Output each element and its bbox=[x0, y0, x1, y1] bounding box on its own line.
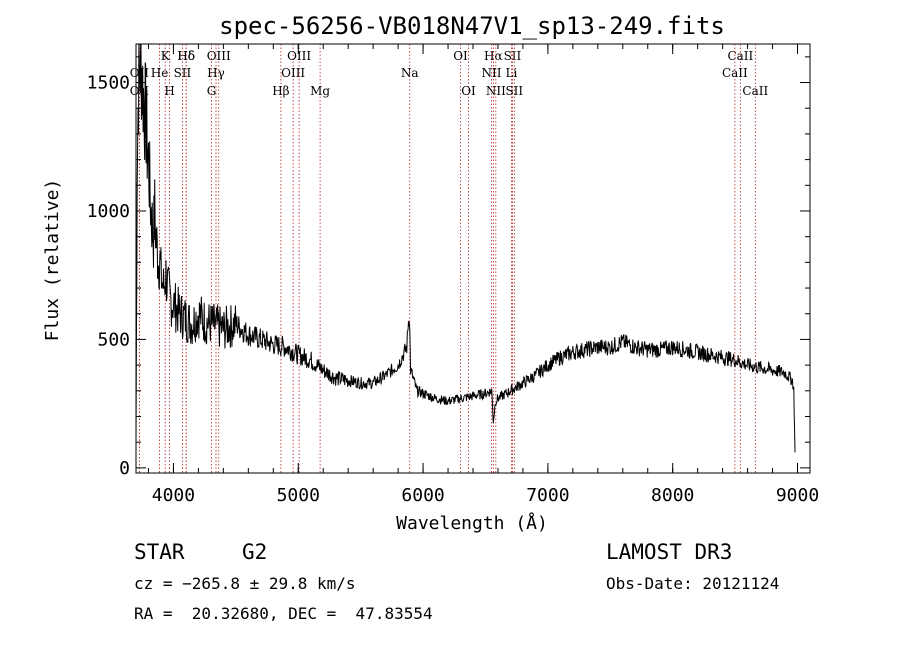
obs-date: Obs-Date: 20121124 bbox=[606, 574, 780, 593]
x-tick-label: 6000 bbox=[401, 485, 444, 506]
line-marker-label: Hγ bbox=[207, 66, 225, 80]
y-tick-label: 0 bbox=[119, 458, 130, 479]
x-tick-label: 7000 bbox=[526, 485, 569, 506]
line-marker-label: NII bbox=[481, 66, 501, 80]
x-tick-label: 4000 bbox=[152, 485, 195, 506]
line-marker-label: CaII bbox=[727, 49, 753, 63]
y-tick-label: 1000 bbox=[87, 201, 130, 222]
line-marker-label: K bbox=[161, 49, 171, 63]
coordinates: RA = 20.32680, DEC = 47.83554 bbox=[134, 604, 433, 623]
x-axis-label: Wavelength (Å) bbox=[396, 512, 548, 534]
subclass: G2 bbox=[242, 540, 268, 564]
y-tick-label: 1500 bbox=[87, 73, 130, 94]
line-marker-label: OIII bbox=[207, 49, 231, 63]
line-marker-label: Mg bbox=[310, 84, 330, 98]
line-marker-label: H bbox=[164, 84, 174, 98]
x-tick-label: 5000 bbox=[277, 485, 320, 506]
line-marker-label: SII bbox=[174, 66, 192, 80]
plot-frame bbox=[135, 43, 811, 474]
line-marker-label: G bbox=[207, 84, 217, 98]
line-marker-label: OI bbox=[453, 49, 468, 63]
line-marker-label: OIII bbox=[287, 49, 311, 63]
line-marker-label: SII bbox=[505, 84, 523, 98]
y-tick-label: 500 bbox=[97, 329, 130, 350]
line-marker-label: SII bbox=[504, 49, 522, 63]
line-marker-label: Na bbox=[401, 66, 419, 80]
line-marker-label: Hα bbox=[484, 49, 503, 63]
line-marker-label: Hβ bbox=[272, 84, 289, 98]
object-class: STAR bbox=[134, 540, 185, 564]
spectrum-line bbox=[135, 43, 796, 453]
line-marker-label: NII bbox=[486, 84, 506, 98]
chart-title: spec-56256-VB018N47V1_sp13-249.fits bbox=[219, 12, 725, 40]
line-marker-label: CaII bbox=[722, 66, 748, 80]
line-marker-label: OI bbox=[461, 84, 476, 98]
line-marker-label: Hδ bbox=[177, 49, 195, 63]
y-axis-label: Flux (relative) bbox=[42, 179, 63, 342]
line-marker-label: CaII bbox=[742, 84, 768, 98]
x-tick-label: 8000 bbox=[651, 485, 694, 506]
line-marker-label: OII bbox=[130, 84, 150, 98]
survey-name: LAMOST DR3 bbox=[606, 540, 733, 564]
line-marker-label: Li bbox=[506, 66, 518, 80]
x-tick-label: 9000 bbox=[776, 485, 819, 506]
line-marker-label: He bbox=[151, 66, 169, 80]
redshift-cz: cz = −265.8 ± 29.8 km/s bbox=[134, 574, 356, 593]
line-marker-label: OIII bbox=[281, 66, 305, 80]
